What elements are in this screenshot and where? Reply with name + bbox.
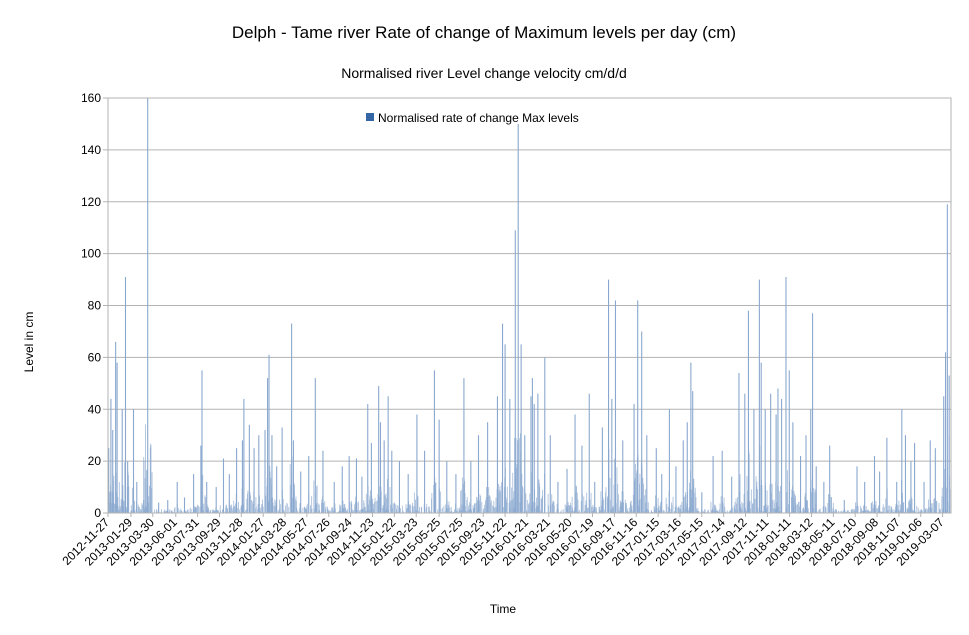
y-tick-label: 140 — [81, 143, 101, 157]
y-tick-label: 40 — [88, 402, 102, 416]
legend: Normalised rate of change Max levels — [366, 111, 579, 125]
chart-subtitle: Normalised river Level change velocity c… — [341, 65, 627, 81]
x-axis-label: Time — [490, 602, 517, 616]
legend-swatch — [366, 113, 374, 121]
y-axis-ticks: 0 20 40 60 80 100 120 140 160 — [81, 91, 108, 520]
data-bars — [107, 98, 952, 513]
chart-title: Delph - Tame river Rate of change of Max… — [232, 23, 736, 42]
y-tick-label: 0 — [94, 506, 101, 520]
y-tick-label: 120 — [81, 195, 101, 209]
x-axis-ticks: 2012-11-272013-01-292013-03-302013-06-01… — [59, 513, 947, 569]
y-tick-label: 160 — [81, 91, 101, 105]
y-tick-label: 20 — [88, 454, 102, 468]
y-tick-label: 100 — [81, 247, 101, 261]
y-axis-label: Level in cm — [22, 312, 36, 373]
legend-entry: Normalised rate of change Max levels — [378, 111, 579, 125]
gridlines — [108, 149, 951, 462]
y-tick-label: 60 — [88, 350, 102, 364]
y-tick-label: 80 — [88, 299, 102, 313]
